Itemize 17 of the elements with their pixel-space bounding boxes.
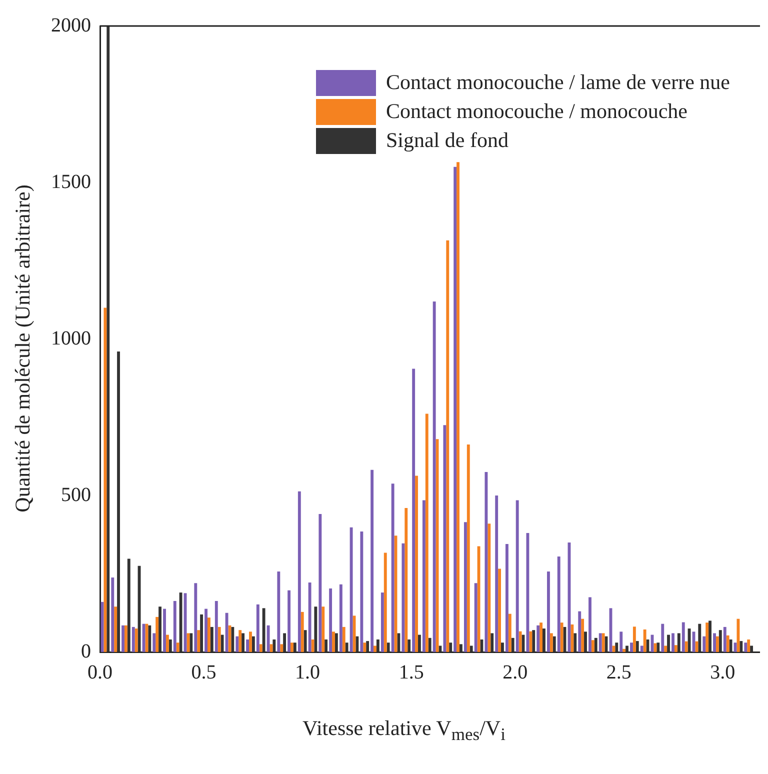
x-tick-label: 0.0 bbox=[88, 661, 112, 684]
legend-label: Contact monocouche / monocouche bbox=[386, 98, 688, 125]
x-tick-label: 1.5 bbox=[398, 661, 424, 684]
x-axis-title: Vitesse relative V$_{mes}$/V$_{i}$ bbox=[302, 716, 506, 746]
legend-label: Contact monocouche / lame de verre nue bbox=[386, 69, 730, 96]
y-tick-label: 1000 bbox=[51, 327, 91, 350]
y-axis-title: Quantité de molécule (Unité arbitraire) bbox=[10, 184, 36, 512]
y-tick-label: 1500 bbox=[51, 170, 91, 193]
legend-label: Signal de fond bbox=[386, 127, 508, 154]
x-tick-label: 3.0 bbox=[710, 661, 736, 684]
x-tick-label: 0.5 bbox=[191, 661, 216, 684]
y-tick-label: 0 bbox=[81, 640, 91, 662]
y-tick-label: 2000 bbox=[51, 14, 91, 36]
x-tick-label: 1.0 bbox=[295, 661, 320, 684]
y-tick-label: 500 bbox=[61, 484, 91, 506]
x-tick-label: 2.0 bbox=[502, 661, 528, 684]
x-tick-label: 2.5 bbox=[606, 661, 632, 684]
